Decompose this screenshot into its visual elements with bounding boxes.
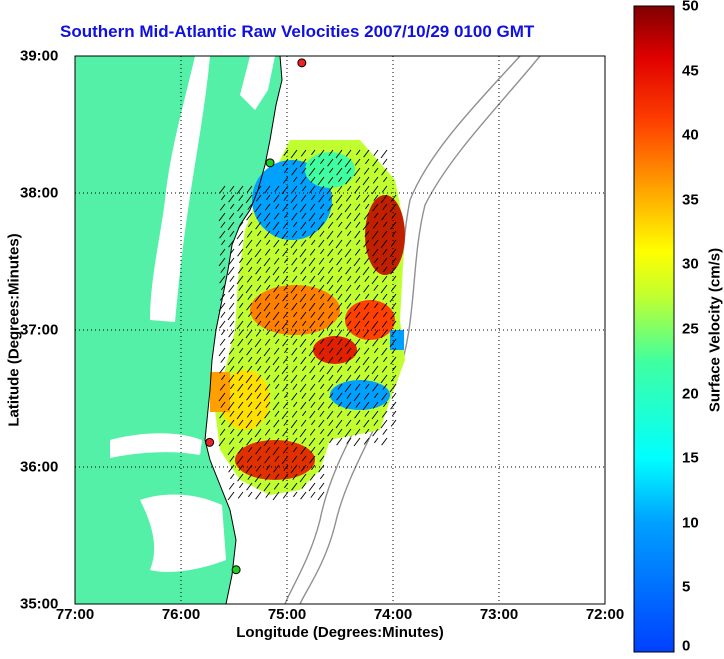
- velocity-field: [210, 140, 405, 495]
- colorbar-tick: 30: [682, 255, 699, 273]
- colorbar-tick: 35: [682, 191, 699, 209]
- x-tick-label: 73:00: [479, 606, 519, 623]
- grid: [75, 56, 605, 604]
- albemarle-sound: [110, 433, 202, 458]
- colorbar-tick: 0: [682, 637, 691, 655]
- colorbar-tick: 15: [682, 449, 699, 467]
- colorbar-tick: 5: [682, 578, 691, 596]
- map-title: Southern Mid-Atlantic Raw Velocities 200…: [60, 22, 535, 41]
- station-marker: [205, 437, 215, 447]
- colorbar-tick: 20: [682, 385, 699, 403]
- y-tick-label: 37:00: [20, 321, 59, 339]
- x-tick-label: 72:00: [585, 606, 625, 623]
- colorbar-tick: 25: [682, 320, 699, 338]
- colorbar-tick: 50: [682, 0, 699, 15]
- colorbar-tick: 10: [682, 514, 699, 532]
- x-tick-label: 77:00: [55, 606, 95, 623]
- station-marker: [231, 565, 241, 575]
- y-tick-label: 38:00: [20, 184, 59, 202]
- pamlico-sound: [140, 494, 226, 572]
- y-axis-label: Latitude (Degrees:Minutes): [5, 233, 23, 427]
- station-marker: [297, 58, 307, 68]
- colorbar-tick: 45: [682, 62, 699, 80]
- coastline: [204, 56, 283, 604]
- delaware-bay: [240, 56, 275, 110]
- y-tick-label: 35:00: [20, 595, 59, 613]
- x-tick-label: 74:00: [373, 606, 413, 623]
- x-tick-label: 75:00: [267, 606, 307, 623]
- x-axis-label: Longitude (Degrees:Minutes): [236, 624, 444, 641]
- velocity-vectors: [218, 149, 397, 501]
- y-tick-label: 39:00: [20, 47, 59, 65]
- colorbar-tick: 40: [682, 126, 699, 144]
- stations: [205, 58, 307, 575]
- station-marker: [265, 158, 275, 168]
- y-tick-label: 36:00: [20, 458, 59, 476]
- colorbar: [633, 5, 675, 653]
- x-tick-label: 76:00: [161, 606, 201, 623]
- plot-frame: [74, 55, 606, 605]
- land-mass: [75, 56, 282, 604]
- chesapeake-bay: [150, 56, 210, 322]
- colorbar-label: Surface Velocity (cm/s): [706, 247, 724, 413]
